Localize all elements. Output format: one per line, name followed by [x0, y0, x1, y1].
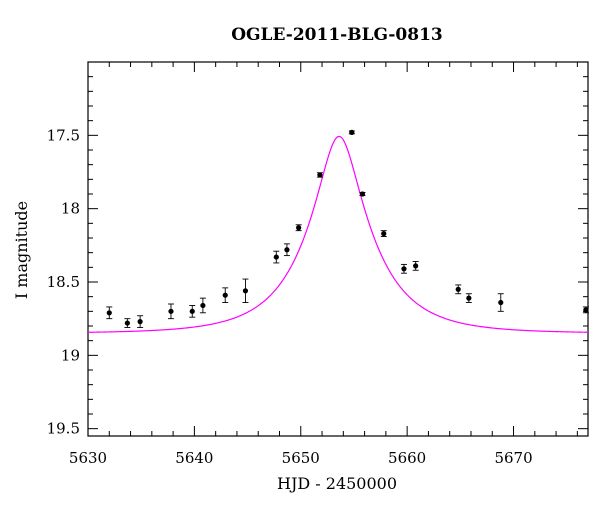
data-point [242, 278, 249, 303]
x-tick-label: 5660 [388, 449, 426, 467]
data-point [167, 303, 174, 320]
data-point [359, 191, 366, 197]
point-marker [222, 292, 228, 298]
point-marker [106, 310, 112, 316]
point-marker [124, 320, 130, 326]
point-marker [284, 247, 290, 253]
data-point [465, 293, 472, 303]
y-axis-label: I magnitude [12, 201, 31, 299]
data-point [124, 318, 131, 328]
y-tick-label: 17.5 [47, 126, 80, 144]
data-point [295, 224, 302, 232]
data-point [497, 293, 504, 312]
data-point [189, 305, 196, 318]
data-point [199, 297, 206, 314]
model-curve [87, 135, 589, 333]
y-tick-label: 19 [61, 346, 80, 364]
data-point [137, 315, 144, 328]
data-point [273, 250, 280, 264]
point-marker [413, 263, 419, 269]
point-marker [242, 288, 249, 294]
data-point [348, 129, 355, 135]
point-marker [273, 254, 279, 260]
x-tick-label: 5630 [69, 449, 107, 467]
ticks-layer: 5630 5640 5650 5660 5670 17.5 18 18.5 19 19.5 [47, 61, 588, 467]
point-marker [200, 302, 206, 309]
point-marker [317, 172, 323, 178]
data-point [455, 284, 462, 295]
point-marker [189, 308, 195, 314]
data-point [283, 243, 290, 257]
point-marker [381, 231, 387, 237]
plot-area [87, 61, 589, 437]
data-point [400, 263, 407, 274]
data-point [222, 287, 229, 303]
chart-title: OGLE-2011-BLG-0813 [231, 25, 443, 45]
y-tick-label: 18 [61, 200, 80, 218]
point-marker [296, 225, 302, 231]
x-axis-label: HJD - 2450000 [277, 474, 397, 493]
point-marker [466, 295, 472, 301]
data-point [106, 306, 113, 320]
x-tick-label: 5650 [282, 449, 320, 467]
point-marker [498, 299, 504, 306]
point-marker [137, 319, 143, 325]
x-tick-label: 5640 [175, 449, 213, 467]
y-tick-label: 18.5 [47, 273, 80, 291]
data-points-layer [106, 129, 589, 328]
data-point [316, 172, 323, 178]
point-marker [359, 191, 366, 197]
plot-frame [87, 61, 589, 437]
y-tick-label: 19.5 [47, 420, 80, 438]
point-marker [168, 308, 174, 314]
point-marker [349, 129, 355, 135]
data-point [412, 261, 419, 271]
data-point [380, 230, 387, 237]
model-curve-layer [87, 135, 589, 333]
x-tick-label: 5670 [494, 449, 532, 467]
point-marker [401, 266, 407, 272]
point-marker [455, 286, 461, 292]
